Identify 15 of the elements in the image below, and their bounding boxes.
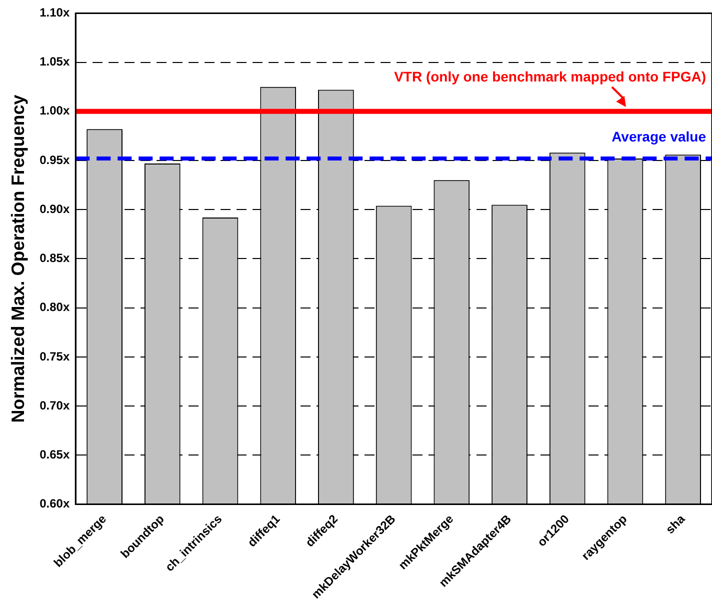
y-tick-label: 0.65x [40, 447, 70, 462]
x-tick-label: sha [663, 512, 688, 536]
y-tick-label: 0.80x [40, 300, 70, 314]
y-tick-label: 0.85x [40, 251, 70, 266]
y-tick-label: 0.95x [40, 152, 70, 167]
y-tick-label: 0.75x [40, 349, 70, 364]
y-tick-label: 0.90x [40, 202, 70, 216]
y-tick-label: 1.10x [40, 6, 70, 20]
y-tick-label: 1.00x [40, 104, 70, 118]
ref-line-label: Average value [612, 128, 706, 144]
y-tick-label: 0.70x [40, 398, 70, 412]
y-tick-label: 1.05x [40, 54, 70, 69]
y-axis-title: Normalized Max. Operation Frequency [8, 94, 28, 423]
y-tick-label: 0.60x [40, 496, 70, 511]
ref-line-label: VTR (only one benchmark mapped onto FPGA) [394, 68, 706, 84]
